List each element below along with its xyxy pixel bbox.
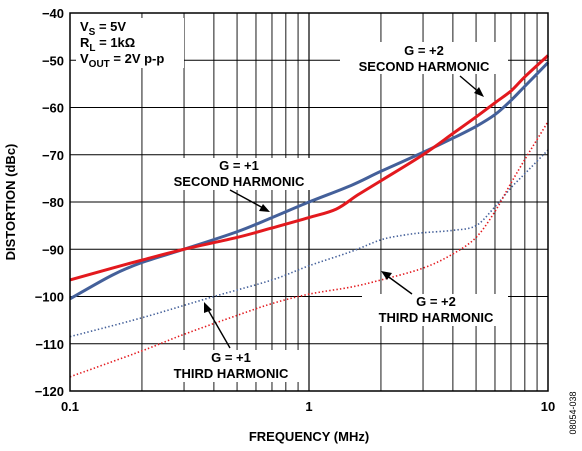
- annotation-background: [362, 294, 508, 326]
- annotation-g2-second-line1: G = +2: [404, 43, 444, 58]
- y-tick-label: −50: [42, 53, 64, 68]
- condition-vout: VOUT = 2V p-p: [80, 51, 164, 70]
- annotation-g1-third-arrow: [206, 307, 231, 349]
- arrowhead: [474, 87, 484, 97]
- plot-frame: [69, 12, 549, 392]
- conditions-block: VS = 5V RL = 1kΩ VOUT = 2V p-p: [76, 18, 184, 70]
- annotation-background: [340, 42, 508, 74]
- y-tick-label: −40: [42, 6, 64, 21]
- y-tick-label: −80: [42, 195, 64, 210]
- annotation-g2-third-line2: THIRD HARMONIC: [379, 310, 494, 325]
- annotation-g1-third: G = +1 THIRD HARMONIC: [156, 302, 306, 382]
- figure-code: 08054-038: [568, 391, 578, 434]
- grid-lines: [70, 13, 548, 391]
- annotation-g2-second-line2: SECOND HARMONIC: [359, 59, 490, 74]
- x-tick-label: 0.1: [61, 399, 79, 414]
- series-g2-second: [69, 54, 550, 282]
- x-tick-label: 10: [541, 399, 555, 414]
- annotation-g2-third-arrow: [385, 274, 413, 295]
- condition-vs: VS = 5V: [80, 19, 126, 38]
- annotation-g1-third-line2: THIRD HARMONIC: [174, 366, 289, 381]
- y-tick-label: −60: [42, 101, 64, 116]
- y-tick-label: −90: [42, 242, 64, 257]
- condition-rl: RL = 1kΩ: [80, 35, 135, 54]
- annotation-g2-second: G = +2 SECOND HARMONIC: [340, 42, 508, 97]
- annotation-g1-third-line1: G = +1: [211, 350, 251, 365]
- series-layer: [69, 54, 550, 378]
- series-g1-third: [69, 149, 549, 338]
- annotation-g1-second-arrow: [229, 189, 266, 210]
- x-axis-title: FREQUENCY (MHz): [249, 429, 369, 444]
- annotation-g2-third-line1: G = +2: [416, 294, 456, 309]
- arrowhead: [381, 271, 392, 280]
- annotation-g1-second-line2: SECOND HARMONIC: [174, 174, 305, 189]
- x-tick-label: 1: [305, 399, 312, 414]
- annotation-background: [156, 350, 306, 382]
- y-tick-label: −100: [35, 290, 64, 305]
- y-tick-label: −120: [35, 384, 64, 399]
- conditions-background: [76, 18, 184, 68]
- y-axis-title: DISTORTION (dBc): [3, 144, 18, 261]
- arrowhead: [259, 204, 270, 212]
- annotation-g1-second: G = +1 SECOND HARMONIC: [154, 158, 324, 212]
- y-tick-label: −70: [42, 148, 64, 163]
- y-tick-label: −110: [35, 337, 64, 352]
- annotation-background: [154, 158, 324, 190]
- series-g2-third: [69, 121, 549, 378]
- annotation-g1-second-line1: G = +1: [219, 158, 259, 173]
- annotation-g2-third: G = +2 THIRD HARMONIC: [362, 271, 508, 326]
- arrowhead: [204, 302, 212, 313]
